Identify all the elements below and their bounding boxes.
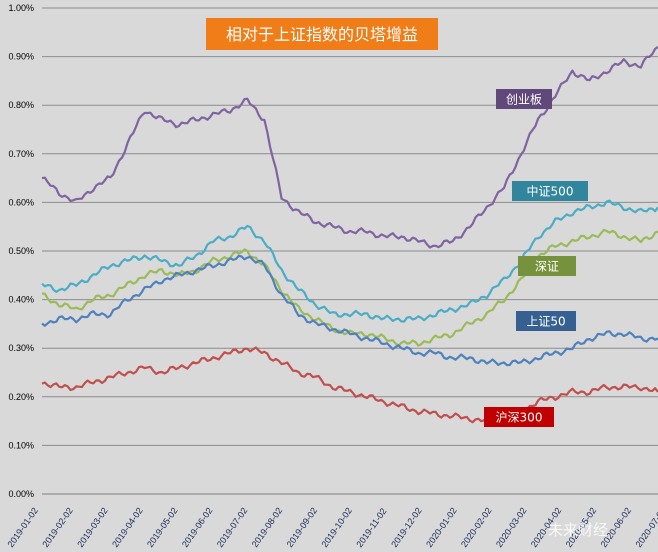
series-line	[41, 346, 658, 424]
series-label: 创业板	[506, 93, 542, 107]
series-label: 沪深300	[496, 411, 543, 425]
y-tick-label: 0.60%	[8, 197, 34, 207]
series-label: 深证	[535, 260, 559, 274]
series-label-box	[512, 181, 588, 201]
series-label-box	[484, 407, 554, 427]
chart-title-box: 相对于上证指数的贝塔增益	[206, 18, 438, 50]
y-tick-label: 0.30%	[8, 343, 34, 353]
y-axis-ticks: 0.00% 0.10% 0.20% 0.30% 0.40% 0.50% 0.60% 0.70%…	[8, 3, 34, 499]
watermark: 未来财经	[548, 521, 608, 539]
gridlines	[42, 7, 658, 495]
y-tick-label: 0.00%	[8, 489, 34, 499]
series-line	[41, 199, 658, 323]
series-lines	[41, 45, 658, 424]
series-label-box	[496, 89, 552, 109]
series-label: 上证50	[526, 315, 565, 329]
chart-title-background	[206, 18, 438, 50]
series-line	[41, 228, 658, 347]
y-tick-label: 0.90%	[8, 52, 34, 62]
y-tick-label: 0.20%	[8, 392, 34, 402]
series-line	[41, 45, 658, 249]
series-label-box	[516, 311, 576, 331]
series-label-box	[518, 256, 576, 276]
series-label: 中证500	[527, 184, 574, 199]
y-tick-label: 0.40%	[8, 295, 34, 305]
y-tick-label: 0.50%	[8, 246, 34, 256]
y-tick-label: 0.70%	[8, 149, 34, 159]
y-tick-label: 1.00%	[8, 3, 34, 13]
y-tick-label: 0.10%	[8, 440, 34, 450]
y-tick-label: 0.80%	[8, 100, 34, 110]
series-line	[41, 254, 658, 367]
chart-title: 相对于上证指数的贝塔增益	[226, 25, 418, 44]
